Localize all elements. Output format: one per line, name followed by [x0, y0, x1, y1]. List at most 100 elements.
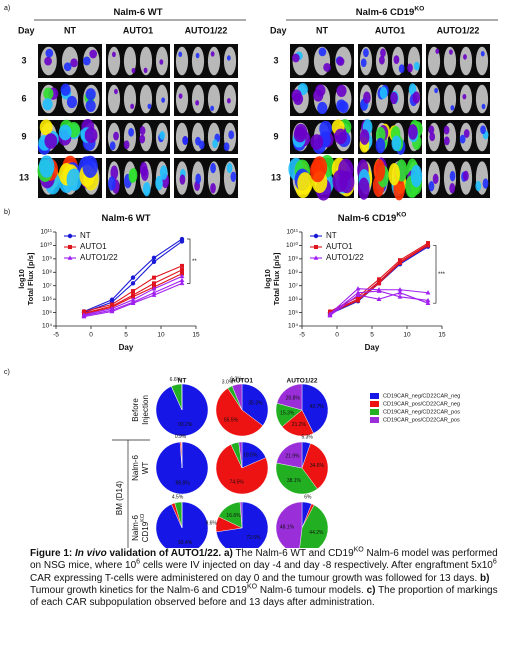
- day-label: 3: [21, 55, 26, 65]
- signal-blob: [85, 99, 96, 113]
- y-tick-label: 10⁹: [288, 256, 298, 263]
- caption-segment: Figure 1:: [30, 548, 76, 559]
- data-point: [151, 286, 157, 291]
- mouse-silhouette: [139, 46, 153, 76]
- signal-blob: [66, 95, 78, 109]
- mouse-silhouette: [107, 46, 121, 76]
- signal-blob: [482, 178, 489, 189]
- pie-slice: [275, 501, 303, 548]
- figure-caption: Figure 1: In vivo validation of AUTO1/22…: [30, 547, 500, 609]
- pie-value-label: 48.1%: [280, 524, 295, 530]
- y-tick-label: 10⁹: [42, 256, 52, 263]
- data-point: [130, 275, 136, 280]
- legend-marker: [67, 255, 73, 260]
- signal-blob: [42, 98, 53, 111]
- signal-blob: [113, 131, 119, 141]
- caption-segment: 6: [136, 558, 141, 566]
- panel-label: a): [4, 5, 10, 12]
- signal-blob: [480, 125, 486, 135]
- y-tick-label: 10¹⁰: [40, 241, 52, 249]
- signal-blob: [109, 141, 116, 151]
- pie-value-label: 3.0%: [222, 380, 234, 386]
- legend-label: CD19CAR_pos/CD22CAR_neg: [383, 401, 460, 407]
- signal-blob: [336, 57, 345, 66]
- pie-slice: [275, 462, 318, 495]
- signal-blob: [226, 55, 231, 61]
- group-title-sup: KO: [414, 5, 424, 12]
- data-point: [426, 243, 430, 248]
- signal-blob: [318, 47, 327, 57]
- y-tick-label: 10⁸: [42, 269, 52, 276]
- pie-value-label: 35.3%: [248, 401, 263, 407]
- legend-label: AUTO1: [80, 242, 107, 251]
- day-label: 9: [273, 131, 278, 141]
- caption-segment: 6: [492, 558, 497, 566]
- signal-blob: [428, 125, 435, 135]
- row-header: Day: [270, 25, 287, 35]
- y-axis-label: Total Flux [p/s]: [272, 252, 281, 305]
- pie-value-label: 20.8%: [286, 395, 301, 401]
- x-axis-label: Day: [365, 343, 380, 352]
- caption-segment: cells were IV injected on day -4 and day…: [140, 560, 493, 572]
- signal-blob: [142, 181, 151, 197]
- signal-blob: [147, 103, 152, 110]
- data-point: [131, 289, 135, 294]
- signal-blob: [428, 180, 435, 192]
- mouse-silhouette: [475, 84, 489, 114]
- signal-blob: [294, 123, 308, 140]
- pie-value-label: 98.8%: [175, 480, 190, 486]
- data-point: [180, 271, 184, 276]
- data-point: [398, 260, 402, 265]
- signal-blob: [110, 165, 119, 180]
- data-point: [425, 300, 431, 305]
- signal-blob: [210, 162, 216, 174]
- x-tick-label: 10: [403, 332, 411, 339]
- pie-value-label: 5.3%: [301, 435, 313, 441]
- pie-value-label: 93.2%: [178, 422, 193, 428]
- y-tick-label: 10⁸: [288, 269, 298, 276]
- data-point: [397, 294, 403, 299]
- signal-blob: [210, 105, 215, 112]
- y-tick-label: 10⁶: [42, 296, 52, 303]
- signal-blob: [297, 172, 313, 195]
- mouse-silhouette: [443, 46, 457, 76]
- legend-marker: [313, 255, 319, 260]
- mouse-line: [329, 290, 429, 316]
- pie-slice: [215, 387, 264, 437]
- x-axis-label: Day: [119, 343, 134, 352]
- signal-blob: [131, 67, 136, 74]
- caption-segment: Tumour growth kinetics for the Nalm-6 an…: [30, 584, 247, 596]
- signal-blob: [398, 64, 405, 74]
- x-tick-label: 5: [124, 332, 128, 339]
- data-point: [180, 267, 184, 272]
- mouse-silhouette: [443, 84, 457, 114]
- x-tick-label: 15: [192, 332, 200, 339]
- signal-blob: [443, 125, 450, 135]
- x-tick-label: -5: [53, 332, 59, 339]
- signal-blob: [375, 137, 386, 154]
- legend-marker: [68, 245, 72, 249]
- data-point: [179, 273, 185, 279]
- y-tick-label: 10¹⁰: [286, 241, 298, 249]
- row-label-main: Before: [131, 398, 140, 422]
- data-point: [327, 312, 333, 318]
- signal-blob: [195, 136, 201, 146]
- signal-blob: [143, 67, 148, 74]
- signal-blob: [39, 155, 55, 178]
- signal-blob: [85, 88, 96, 101]
- y-tick-label: 10¹¹: [286, 229, 298, 236]
- signal-blob: [108, 176, 116, 191]
- chart-title-sup: KO: [396, 211, 406, 218]
- signal-blob: [210, 51, 215, 57]
- row-label-main: WT: [141, 462, 150, 475]
- signal-blob: [338, 100, 349, 114]
- pie-value-label: 55.5%: [224, 418, 239, 424]
- mouse-silhouette: [191, 46, 205, 76]
- signal-blob: [43, 87, 54, 100]
- pie-slice: [239, 501, 243, 529]
- row-label: Before: [131, 398, 140, 422]
- signal-blob: [463, 129, 470, 138]
- pie-value-label: 93.4%: [178, 540, 193, 546]
- day-label: 6: [21, 93, 26, 103]
- column-header: NT: [178, 378, 187, 385]
